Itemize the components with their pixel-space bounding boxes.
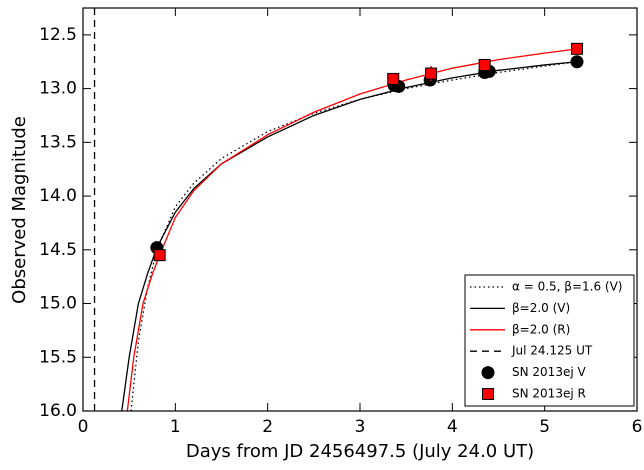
model-line [121, 61, 578, 411]
x-axis-label: Days from JD 2456497.5 (July 24.0 UT) [186, 441, 534, 462]
point [153, 249, 166, 262]
y-tick-label: 12.5 [39, 25, 77, 45]
point [570, 55, 584, 69]
legend-label: α = 0.5, β=1.6 (V) [512, 280, 623, 294]
point [387, 72, 400, 85]
plot-area [93, 8, 584, 411]
y-axis-label: Observed Magnitude [9, 116, 30, 304]
legend: α = 0.5, β=1.6 (V) β=2.0 (V) β=2.0 (R) Jul … [464, 274, 635, 407]
y-tick-label: 15.5 [39, 347, 77, 367]
legend-label: Jul 24.125 UT [511, 344, 593, 358]
legend-label: β=2.0 (V) [512, 301, 570, 315]
plot-frame [82, 7, 638, 412]
y-tick-label: 13.5 [39, 132, 77, 152]
legend-box [464, 274, 635, 407]
point [478, 58, 491, 71]
y-tick-label: 14.5 [39, 240, 77, 260]
legend-label: SN 2013ej V [512, 365, 586, 379]
x-tick-label: 3 [355, 417, 366, 437]
x-tick-label: 4 [447, 417, 458, 437]
x-tick-label: 1 [170, 417, 181, 437]
model-line [126, 48, 578, 411]
x-tick-label: 0 [78, 417, 89, 437]
legend-swatch [482, 388, 494, 400]
legend-swatch [481, 366, 495, 380]
x-tick-label: 6 [632, 417, 643, 437]
point [425, 67, 438, 80]
legend-label: β=2.0 (R) [512, 322, 570, 336]
x-tick-label: 2 [262, 417, 273, 437]
point [570, 42, 583, 55]
x-tick-label: 5 [539, 417, 550, 437]
legend-label: SN 2013ej R [512, 387, 586, 401]
y-tick-label: 14.0 [39, 186, 77, 206]
y-tick-label: 15.0 [39, 294, 77, 314]
y-tick-label: 16.0 [39, 401, 77, 421]
y-tick-label: 13.0 [39, 79, 77, 99]
